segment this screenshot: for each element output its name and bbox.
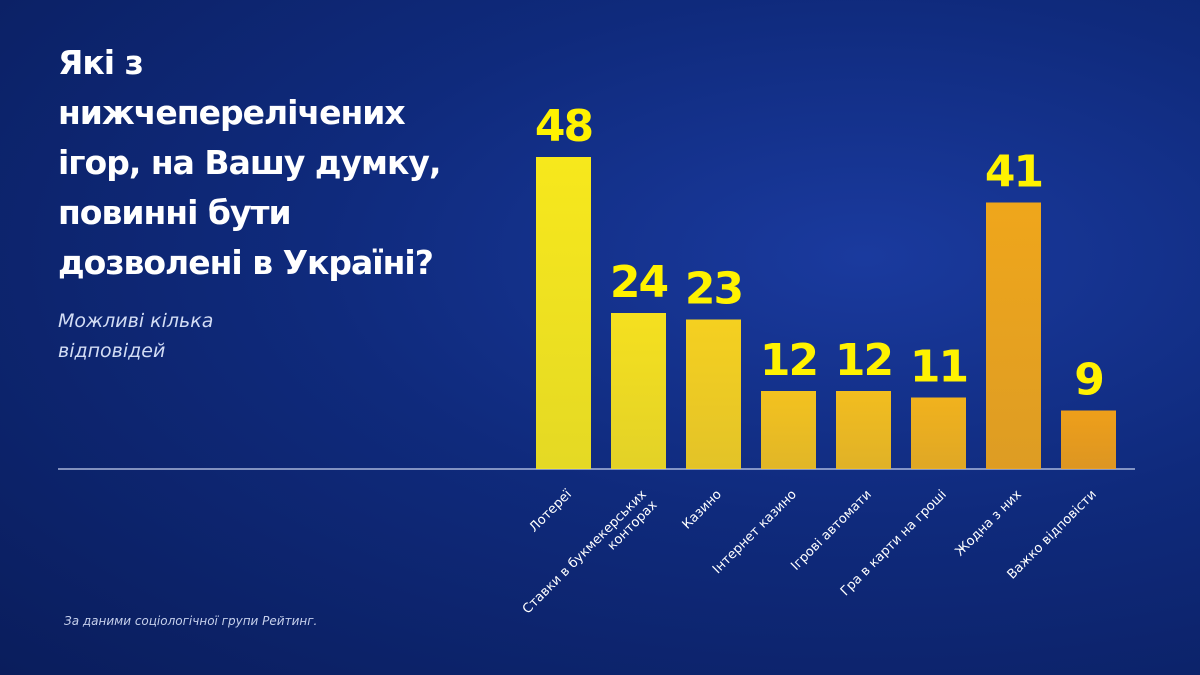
category-label-line: Ігрові автомати xyxy=(788,487,874,573)
chart-subtitle: Можливі кілька відповідей xyxy=(58,310,214,362)
bar-value-label: 41 xyxy=(985,147,1042,198)
bar xyxy=(836,391,891,469)
category-label: Лотереї xyxy=(527,487,575,535)
category-label-line: Лотереї xyxy=(527,487,575,535)
bar-value-label: 12 xyxy=(835,335,892,386)
bar-value-label: 24 xyxy=(610,257,668,308)
category-label: Ігрові автомати xyxy=(788,487,874,573)
bar-value-label: 12 xyxy=(760,335,817,386)
bar-value-label: 48 xyxy=(535,101,592,152)
bar xyxy=(611,313,666,469)
category-label-line: Ставки в букмекерських xyxy=(520,487,650,617)
category-label-line: Казино xyxy=(680,487,725,532)
category-label: Жодна з них xyxy=(953,487,1026,560)
bar xyxy=(761,391,816,469)
source-note: За даними соціологічної групи Рейтинг. xyxy=(64,614,318,628)
category-label-line: Інтернет казино xyxy=(710,487,800,577)
chart-title: Які з нижчеперелічених ігор, на Вашу дум… xyxy=(58,43,441,282)
category-label: Інтернет казино xyxy=(710,487,800,577)
bar xyxy=(986,202,1041,469)
bar-value-label: 11 xyxy=(910,342,967,393)
category-label-line: Жодна з них xyxy=(953,487,1026,560)
bar xyxy=(911,397,966,469)
bar-value-label: 9 xyxy=(1074,355,1103,406)
bar xyxy=(536,157,591,469)
bar xyxy=(1061,410,1116,469)
category-label: Казино xyxy=(680,487,725,532)
bar xyxy=(686,319,741,469)
bar-value-label: 23 xyxy=(685,264,742,315)
